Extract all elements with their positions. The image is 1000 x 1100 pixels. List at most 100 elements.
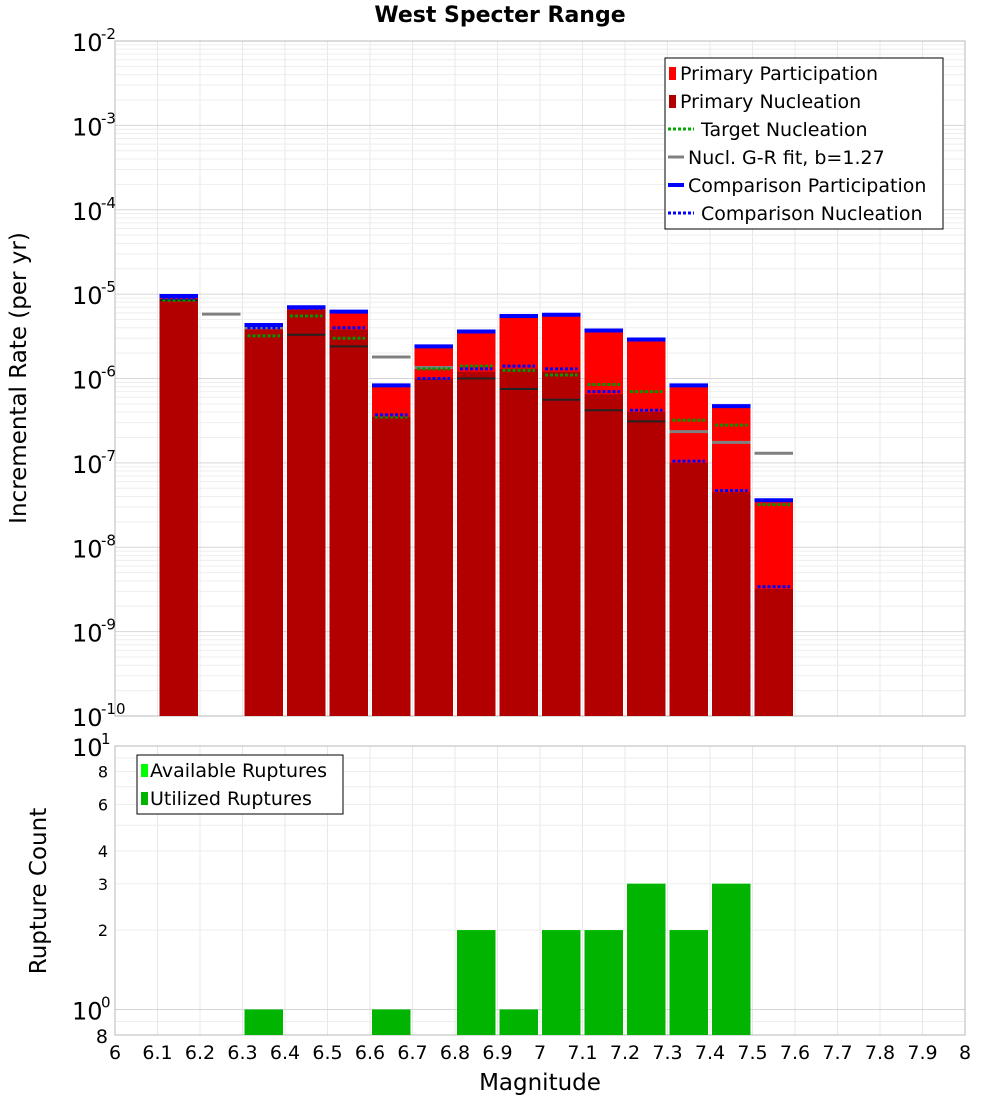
- legend-swatch-available-ruptures: [141, 764, 148, 777]
- top-y-tick-exponent: -2: [101, 25, 116, 43]
- utilized-ruptures-bar: [499, 1009, 538, 1035]
- nucleation-bar: [244, 329, 283, 716]
- nucleation-bar: [159, 300, 198, 716]
- bottom-y-major-tick-exponent: 1: [101, 730, 111, 748]
- x-tick-label: 7.8: [865, 1042, 895, 1064]
- x-tick-label: 6.6: [355, 1042, 385, 1064]
- legend-label-utilized-ruptures: Utilized Ruptures: [150, 788, 312, 810]
- x-tick-label: 7.5: [737, 1042, 767, 1064]
- bottom-y-minor-tick-label: 6: [98, 795, 108, 814]
- utilized-ruptures-bar: [457, 930, 496, 1035]
- nucleation-bar: [627, 412, 666, 716]
- x-tick-label: 7.6: [780, 1042, 810, 1064]
- x-axis-label: Magnitude: [479, 1070, 601, 1096]
- utilized-ruptures-bar: [542, 930, 581, 1035]
- nucleation-bar: [669, 462, 708, 716]
- top-y-tick-label: 10: [72, 367, 103, 395]
- x-tick-label: 6.9: [482, 1042, 512, 1064]
- nucleation-bar: [499, 368, 538, 716]
- x-tick-label: 6.3: [227, 1042, 257, 1064]
- nucleation-bar: [287, 309, 326, 716]
- x-tick-label: 7.2: [610, 1042, 640, 1064]
- top-y-tick-exponent: -4: [101, 194, 116, 212]
- nucleation-bar: [754, 589, 793, 716]
- legend-swatch-utilized-ruptures: [141, 792, 148, 805]
- top-legend: Primary Participation Primary Nucleation…: [664, 57, 944, 230]
- x-tick-label: 8: [959, 1042, 971, 1064]
- nucleation-bar: [457, 371, 496, 716]
- legend-swatch-primary-participation: [669, 67, 676, 80]
- legend-label-available-ruptures: Available Ruptures: [150, 760, 327, 782]
- nucleation-bar: [372, 416, 411, 716]
- x-tick-label: 7.1: [567, 1042, 597, 1064]
- bottom-bars: [244, 883, 751, 1035]
- legend-label-primary-participation: Primary Participation: [680, 63, 878, 85]
- x-tick-label: 7.9: [907, 1042, 937, 1064]
- top-y-tick-exponent: -8: [101, 531, 116, 549]
- top-y-axis-label: Incremental Rate (per yr): [6, 232, 32, 524]
- top-y-tick-label: 10: [72, 535, 103, 563]
- top-bars: [159, 296, 793, 716]
- utilized-ruptures-bar: [584, 930, 623, 1035]
- x-tick-label: 7.4: [695, 1042, 725, 1064]
- nucleation-bar: [712, 492, 751, 716]
- nucleation-bar: [414, 378, 453, 716]
- utilized-ruptures-bar: [244, 1009, 283, 1035]
- legend-label-comparison-participation: Comparison Participation: [688, 175, 926, 197]
- x-tick-labels: 6 6.1 6.2 6.3 6.4 6.5 6.6 6.7 6.8 6.9 7 7.1 7.2 7.3 7.…: [109, 1042, 971, 1064]
- legend-label-comparison-nucleation: Comparison Nucleation: [701, 203, 923, 225]
- nucleation-bar: [329, 329, 368, 716]
- x-tick-label: 6.8: [440, 1042, 470, 1064]
- top-y-tick-label: 10: [72, 282, 103, 310]
- top-y-tick-label: 10: [72, 451, 103, 479]
- bottom-y-axis-label: Rupture Count: [26, 808, 52, 974]
- bottom-legend-box: [136, 754, 344, 815]
- top-y-tick-label: 10: [72, 29, 103, 57]
- x-tick-label: 6.7: [397, 1042, 427, 1064]
- bottom-y-major-tick-label: 10: [72, 997, 103, 1025]
- x-tick-label: 6: [109, 1042, 121, 1064]
- top-y-tick-label: 10: [72, 113, 103, 141]
- top-line-marks: [159, 294, 793, 589]
- bottom-y-minor-tick-label: 8: [98, 763, 108, 782]
- legend-label-primary-nucleation: Primary Nucleation: [680, 91, 861, 113]
- top-y-tick-label: 10: [72, 620, 103, 648]
- utilized-ruptures-bar: [372, 1009, 411, 1035]
- bottom-y-minor-tick-label: 8: [96, 1026, 108, 1048]
- top-y-tick-label: 10: [72, 198, 103, 226]
- top-y-tick-exponent: -9: [101, 616, 116, 634]
- legend-label-gr-fit: Nucl. G-R fit, b=1.27: [688, 147, 885, 169]
- legend-swatch-primary-nucleation: [669, 95, 676, 108]
- bottom-y-minor-tick-label: 3: [98, 875, 108, 894]
- x-tick-label: 6.1: [142, 1042, 172, 1064]
- utilized-ruptures-bar: [669, 930, 708, 1035]
- bottom-y-minor-tick-label: 4: [98, 842, 108, 861]
- top-y-tick-labels: 10-210-310-410-510-610-710-810-910-10: [72, 25, 126, 732]
- bottom-y-major-tick-exponent: 0: [101, 993, 111, 1011]
- top-y-tick-exponent: -10: [101, 700, 126, 718]
- nucleation-bar: [584, 394, 623, 716]
- top-plot-frame: [114, 40, 966, 717]
- nucleation-bar: [542, 371, 581, 716]
- bottom-y-minor-tick-label: 2: [98, 921, 108, 940]
- x-tick-label: 7.7: [822, 1042, 852, 1064]
- x-tick-label: 7: [534, 1042, 546, 1064]
- bottom-plot-frame: [114, 745, 966, 1036]
- top-y-tick-exponent: -7: [101, 447, 116, 465]
- x-tick-label: 6.2: [185, 1042, 215, 1064]
- bottom-legend: Available Ruptures Utilized Ruptures: [136, 754, 344, 815]
- top-y-tick-exponent: -6: [101, 363, 116, 381]
- bottom-y-major-tick-label: 10: [72, 734, 103, 762]
- x-tick-label: 6.5: [312, 1042, 342, 1064]
- top-y-tick-exponent: -5: [101, 278, 116, 296]
- x-tick-label: 6.4: [270, 1042, 300, 1064]
- x-tick-label: 7.3: [652, 1042, 682, 1064]
- utilized-ruptures-bar: [712, 883, 751, 1035]
- chart-title: West Specter Range: [374, 3, 625, 28]
- top-legend-box: [664, 57, 944, 230]
- utilized-ruptures-bar: [627, 883, 666, 1035]
- top-y-tick-label: 10: [72, 704, 103, 732]
- legend-label-target-nucleation: Target Nucleation: [700, 119, 868, 141]
